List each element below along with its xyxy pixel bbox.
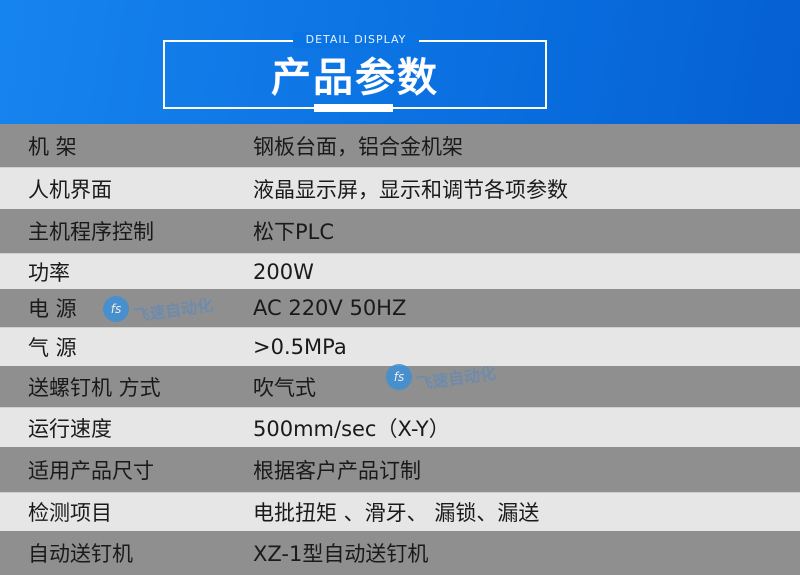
row-label: 检测项目 bbox=[28, 501, 112, 525]
row-value: 200W bbox=[253, 259, 314, 284]
row-label: 自动送钉机 bbox=[28, 542, 133, 566]
watermark-logo-icon: fs bbox=[103, 296, 129, 322]
header-banner: DETAIL DISPLAY 产品参数 bbox=[0, 0, 800, 124]
row-label: 适用产品尺寸 bbox=[28, 458, 154, 483]
row-value: 500mm/sec（X-Y） bbox=[253, 416, 450, 441]
row-label: 机 架 bbox=[28, 134, 77, 159]
table-row: 气 源 >0.5MPa bbox=[0, 327, 800, 366]
row-label: 电 源 bbox=[28, 297, 77, 321]
table-row: 人机界面 液晶显示屏，显示和调节各项参数 bbox=[0, 167, 800, 209]
table-row: 检测项目 电批扭矩 、滑牙、 漏锁、漏送 bbox=[0, 492, 800, 531]
title-underline bbox=[314, 104, 393, 112]
table-row: 自动送钉机 XZ-1型自动送钉机 bbox=[0, 531, 800, 575]
table-row: 运行速度 500mm/sec（X-Y） bbox=[0, 407, 800, 447]
table-row: 功率 200W bbox=[0, 253, 800, 289]
row-value: XZ-1型自动送钉机 bbox=[253, 542, 429, 566]
row-value: AC 220V 50HZ bbox=[253, 296, 407, 320]
watermark: fs 飞速自动化 bbox=[386, 364, 497, 393]
page-title: 产品参数 bbox=[271, 55, 439, 101]
table-row: 机 架 钢板台面，铝合金机架 bbox=[0, 124, 800, 167]
table-row: 电 源 AC 220V 50HZ bbox=[0, 289, 800, 327]
watermark-logo-icon: fs bbox=[386, 364, 412, 390]
row-value: 钢板台面，铝合金机架 bbox=[253, 134, 463, 159]
row-label: 运行速度 bbox=[28, 416, 112, 441]
row-value: 松下PLC bbox=[253, 220, 335, 244]
row-label: 气 源 bbox=[28, 336, 77, 360]
row-value: 根据客户产品订制 bbox=[253, 458, 421, 483]
watermark: fs 飞速自动化 bbox=[103, 296, 214, 325]
row-label: 送螺钉机 方式 bbox=[28, 375, 161, 400]
row-value: 吹气式 bbox=[253, 375, 316, 400]
table-row: 主机程序控制 松下PLC bbox=[0, 209, 800, 253]
row-value: 电批扭矩 、滑牙、 漏锁、漏送 bbox=[253, 501, 540, 525]
row-label: 功率 bbox=[28, 260, 70, 285]
watermark-text: 飞速自动化 bbox=[415, 363, 498, 394]
row-value: 液晶显示屏，显示和调节各项参数 bbox=[253, 177, 568, 202]
header-subtitle: DETAIL DISPLAY bbox=[293, 32, 419, 48]
table-row: 适用产品尺寸 根据客户产品订制 bbox=[0, 447, 800, 492]
row-label: 人机界面 bbox=[28, 177, 112, 202]
row-label: 主机程序控制 bbox=[28, 220, 154, 244]
row-value: >0.5MPa bbox=[253, 335, 347, 359]
watermark-text: 飞速自动化 bbox=[132, 295, 215, 326]
